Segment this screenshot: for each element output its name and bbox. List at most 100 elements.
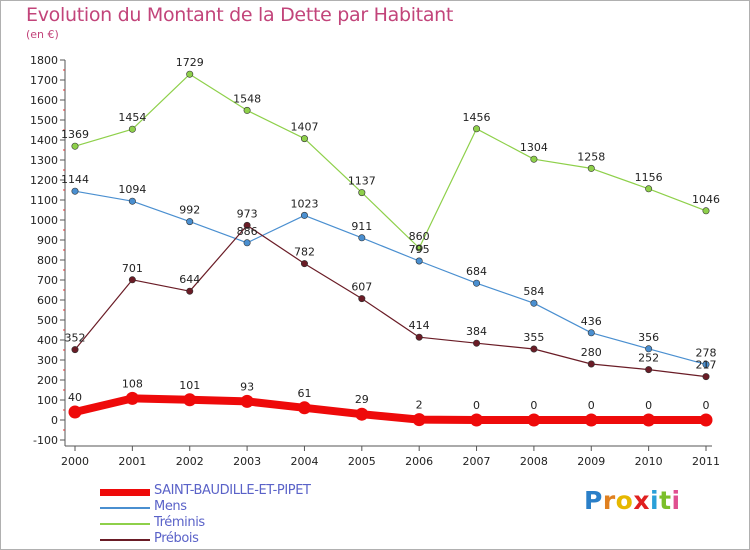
x-tick-label: 2006 bbox=[405, 455, 433, 468]
data-label: 0 bbox=[703, 399, 710, 412]
y-tick-label: 1400 bbox=[30, 134, 58, 147]
logo-letter: P bbox=[584, 486, 603, 515]
data-label: 860 bbox=[409, 230, 430, 243]
series-line bbox=[74, 190, 707, 365]
data-point bbox=[355, 407, 369, 421]
legend-swatch bbox=[100, 507, 150, 509]
data-point bbox=[530, 155, 538, 163]
legend-swatch bbox=[100, 539, 150, 541]
data-label: 355 bbox=[523, 331, 544, 344]
chart-data-labels: 1369 1454 1729 1548 1407 1137 860 1456 1304 1258 1… bbox=[61, 56, 720, 412]
data-point bbox=[702, 373, 710, 381]
data-point bbox=[587, 329, 595, 337]
data-point bbox=[297, 401, 311, 415]
y-tick-label: 1000 bbox=[30, 214, 58, 227]
data-point bbox=[699, 413, 713, 427]
x-tick-label: 2008 bbox=[520, 455, 548, 468]
data-label: 29 bbox=[355, 393, 369, 406]
y-tick-label: 1800 bbox=[30, 54, 58, 67]
series-line bbox=[74, 224, 707, 378]
legend-label: Prébois bbox=[154, 531, 199, 546]
data-point bbox=[473, 125, 481, 133]
data-label: 101 bbox=[179, 379, 200, 392]
data-point bbox=[128, 276, 136, 284]
data-point bbox=[300, 211, 308, 219]
data-label: 93 bbox=[240, 380, 254, 393]
y-tick-label: 500 bbox=[37, 314, 58, 327]
data-label: 795 bbox=[409, 243, 430, 256]
chart-title: Evolution du Montant de la Dette par Hab… bbox=[26, 4, 454, 26]
data-point bbox=[702, 207, 710, 215]
y-tick-label: 200 bbox=[37, 374, 58, 387]
data-point bbox=[702, 360, 710, 368]
y-tick-label: 800 bbox=[37, 254, 58, 267]
data-label: 384 bbox=[466, 325, 487, 338]
data-label: 1023 bbox=[290, 197, 318, 210]
data-point bbox=[415, 257, 423, 265]
data-label: 0 bbox=[473, 399, 480, 412]
x-tick-label: 2000 bbox=[61, 455, 89, 468]
data-point bbox=[645, 366, 653, 374]
y-tick-label: 1300 bbox=[30, 154, 58, 167]
y-tick-label: 300 bbox=[37, 354, 58, 367]
series-line bbox=[71, 394, 710, 424]
chart-points bbox=[68, 70, 713, 427]
data-label: 61 bbox=[297, 387, 311, 400]
data-point bbox=[71, 187, 79, 195]
data-point bbox=[415, 333, 423, 341]
logo-letter: i bbox=[650, 486, 660, 515]
y-tick-label: 700 bbox=[37, 274, 58, 287]
x-tick-label: 2002 bbox=[176, 455, 204, 468]
x-tick-label: 2009 bbox=[577, 455, 605, 468]
data-point bbox=[473, 279, 481, 287]
data-label: 252 bbox=[638, 352, 659, 365]
data-point bbox=[300, 260, 308, 268]
data-point bbox=[527, 413, 541, 427]
series-line bbox=[74, 73, 707, 249]
logo-letter: x bbox=[633, 486, 650, 515]
data-label: 1456 bbox=[463, 111, 491, 124]
data-point bbox=[584, 413, 598, 427]
data-point bbox=[183, 393, 197, 407]
data-point bbox=[68, 405, 82, 419]
data-point bbox=[470, 413, 484, 427]
data-label: 1407 bbox=[290, 121, 318, 134]
data-point bbox=[71, 346, 79, 354]
data-point bbox=[415, 244, 423, 252]
data-label: 1137 bbox=[348, 175, 376, 188]
data-label: 1729 bbox=[176, 56, 204, 69]
chart-axes bbox=[64, 60, 712, 447]
data-label: 992 bbox=[179, 204, 200, 217]
logo-letter: i bbox=[671, 486, 681, 515]
data-point bbox=[128, 197, 136, 205]
data-label: 911 bbox=[351, 220, 372, 233]
data-point bbox=[243, 239, 251, 247]
data-label: 1144 bbox=[61, 173, 89, 186]
chart-series-lines bbox=[71, 73, 710, 424]
data-label: 217 bbox=[696, 359, 717, 372]
y-tick-label: 1500 bbox=[30, 114, 58, 127]
data-label: 644 bbox=[179, 273, 200, 286]
chart-ticks: -100010020030040050060070080090010001100… bbox=[30, 54, 720, 468]
data-label: 973 bbox=[237, 207, 258, 220]
legend-label: Tréminis bbox=[154, 515, 205, 530]
legend-swatch bbox=[100, 489, 150, 496]
x-tick-label: 2007 bbox=[463, 455, 491, 468]
data-point bbox=[186, 287, 194, 295]
data-label: 1454 bbox=[118, 111, 146, 124]
x-tick-label: 2003 bbox=[233, 455, 261, 468]
data-label: 0 bbox=[645, 399, 652, 412]
legend-swatch bbox=[100, 523, 150, 525]
x-tick-label: 2004 bbox=[290, 455, 318, 468]
y-tick-label: 1100 bbox=[30, 194, 58, 207]
logo-letter: o bbox=[615, 486, 634, 515]
data-point bbox=[358, 295, 366, 303]
data-point bbox=[358, 234, 366, 242]
y-tick-label: 100 bbox=[37, 394, 58, 407]
data-point bbox=[300, 135, 308, 143]
data-label: 886 bbox=[237, 225, 258, 238]
data-point bbox=[587, 164, 595, 172]
data-point bbox=[587, 360, 595, 368]
x-tick-label: 2010 bbox=[635, 455, 663, 468]
